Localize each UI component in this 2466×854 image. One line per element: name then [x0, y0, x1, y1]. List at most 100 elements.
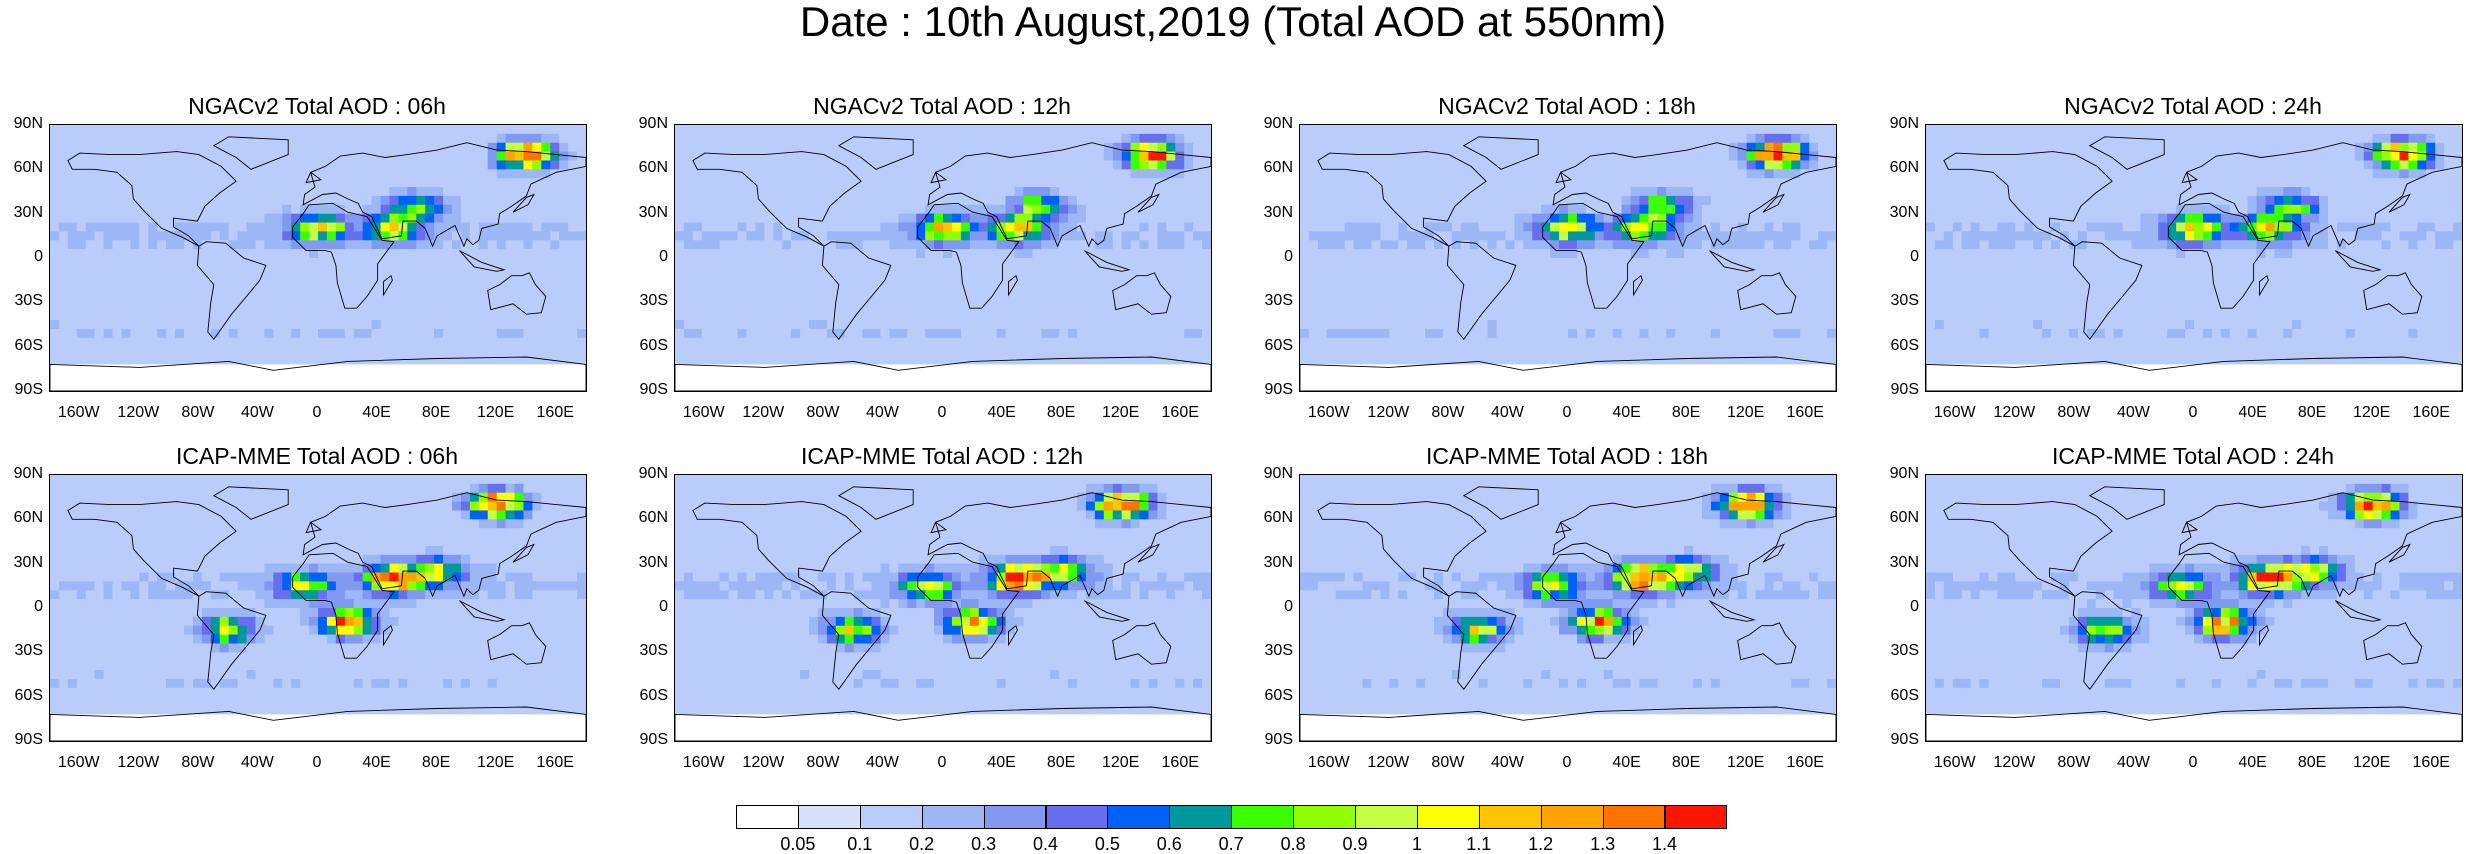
aod-cell — [210, 195, 221, 206]
aod-cell — [50, 266, 60, 277]
aod-cell — [130, 302, 140, 312]
aod-cell — [559, 133, 569, 144]
aod-cell — [1594, 160, 1605, 170]
aod-cell — [425, 133, 435, 144]
aod-cell — [943, 266, 953, 277]
aod-cell — [1818, 195, 1828, 206]
aod-cell — [1827, 187, 1836, 197]
aod-cell — [1041, 373, 1051, 383]
aod-cell — [514, 373, 525, 383]
aod-cell — [1112, 187, 1123, 197]
aod-cell — [335, 302, 346, 312]
aod-cell — [925, 275, 935, 286]
aod-cell — [335, 142, 346, 153]
aod-cell — [85, 284, 96, 295]
aod-cell — [1371, 249, 1381, 259]
aod-cell — [1550, 213, 1560, 224]
aod-cell — [478, 142, 489, 153]
aod-cell — [201, 284, 212, 295]
aod-cell — [782, 382, 792, 391]
aod-cell — [1389, 151, 1399, 162]
aod-cell — [1344, 178, 1355, 188]
aod-cell — [1407, 302, 1417, 312]
aod-cell — [1362, 240, 1373, 250]
aod-cell — [434, 231, 444, 241]
aod-cell — [496, 169, 507, 179]
aod-cell — [764, 151, 774, 162]
aod-cell — [835, 320, 846, 330]
aod-cell — [835, 275, 846, 286]
aod-cell — [1184, 178, 1194, 188]
aod-cell — [1523, 195, 1533, 206]
aod-cell — [380, 240, 391, 250]
aod-cell — [273, 249, 283, 259]
aod-cell — [746, 204, 756, 215]
aod-cell — [1005, 346, 1016, 357]
aod-cell — [496, 160, 507, 170]
aod-cell — [1059, 284, 1069, 295]
aod-cell — [487, 328, 498, 339]
aod-cell — [1737, 311, 1748, 321]
aod-cell — [371, 328, 382, 339]
aod-cell — [1130, 302, 1141, 312]
aod-cell — [773, 142, 783, 153]
aod-cell — [192, 364, 203, 374]
aod-cell — [880, 204, 890, 215]
aod-cell — [1077, 311, 1087, 321]
aod-cell — [1719, 204, 1730, 215]
aod-cell — [1130, 311, 1141, 321]
aod-cell — [130, 337, 140, 348]
aod-cell — [1407, 213, 1417, 224]
aod-cell — [809, 382, 819, 391]
aod-cell — [1193, 160, 1203, 170]
aod-cell — [175, 258, 185, 268]
aod-cell — [1202, 151, 1211, 162]
aod-cell — [1809, 204, 1819, 215]
aod-cell — [1130, 364, 1141, 374]
aod-cell — [1621, 142, 1632, 153]
aod-cell — [1308, 213, 1319, 224]
aod-cell — [344, 231, 355, 241]
aod-cell — [192, 311, 203, 321]
aod-cell — [1693, 213, 1703, 224]
aod-cell — [237, 204, 248, 215]
aod-cell — [934, 240, 944, 250]
aod-cell — [210, 169, 221, 179]
aod-cell — [880, 328, 890, 339]
aod-cell — [1434, 160, 1444, 170]
aod-cell — [1478, 133, 1489, 144]
aod-cell — [1353, 178, 1364, 188]
aod-cell — [1523, 258, 1533, 268]
aod-cell — [76, 311, 87, 321]
aod-cell — [1112, 213, 1123, 224]
aod-cell — [1550, 160, 1560, 170]
aod-cell — [523, 160, 533, 170]
aod-cell — [675, 266, 685, 277]
aod-cell — [94, 178, 105, 188]
aod-cell — [1728, 231, 1739, 241]
aod-cell — [166, 133, 176, 144]
coastline — [821, 241, 892, 341]
aod-cell — [1773, 222, 1783, 232]
aod-cell — [1032, 231, 1042, 241]
aod-cell — [112, 151, 123, 162]
aod-cell — [505, 382, 516, 391]
aod-cell — [809, 311, 819, 321]
aod-cell — [871, 382, 882, 391]
aod-cell — [201, 373, 212, 383]
aod-cell — [1523, 222, 1533, 232]
aod-cell — [362, 195, 373, 206]
aod-cell — [1157, 222, 1167, 232]
aod-cell — [1764, 258, 1775, 268]
aod-cell — [996, 275, 1007, 286]
aod-cell — [943, 204, 953, 215]
aod-cell — [951, 293, 962, 303]
aod-cell — [1764, 249, 1775, 259]
aod-cell — [1335, 151, 1346, 162]
aod-cell — [1362, 169, 1373, 179]
aod-cell — [1693, 293, 1703, 303]
aod-cell — [1353, 151, 1364, 162]
aod-cell — [148, 337, 158, 348]
aod-cell — [916, 213, 926, 224]
aod-cell — [505, 373, 516, 383]
